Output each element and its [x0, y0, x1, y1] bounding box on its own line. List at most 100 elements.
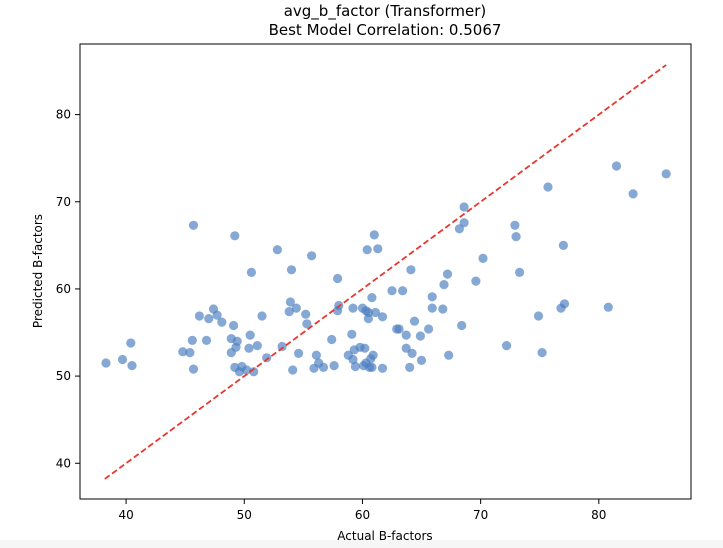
data-point	[302, 319, 312, 329]
data-point	[362, 245, 372, 255]
data-point	[291, 303, 301, 313]
data-point	[350, 361, 360, 372]
data-point	[188, 220, 199, 230]
data-point	[327, 334, 337, 345]
data-point	[347, 329, 357, 339]
data-point	[424, 324, 434, 334]
data-point	[348, 354, 358, 365]
data-point	[416, 355, 427, 365]
data-point	[230, 231, 240, 241]
data-point	[101, 358, 111, 368]
data-point	[537, 348, 547, 358]
data-point	[204, 314, 214, 324]
data-point	[367, 293, 377, 303]
data-point	[459, 202, 469, 212]
data-point	[367, 362, 377, 372]
data-point	[288, 365, 298, 375]
data-point	[318, 362, 329, 372]
data-point	[444, 350, 454, 360]
data-point	[245, 330, 255, 340]
data-point	[442, 269, 453, 279]
data-point	[363, 314, 373, 324]
data-point	[387, 286, 397, 296]
data-point	[242, 365, 252, 375]
data-point	[398, 286, 408, 296]
data-point	[232, 336, 242, 346]
data-point	[369, 230, 379, 240]
data-point	[533, 311, 544, 321]
data-point	[478, 253, 488, 263]
y-tick-label: 80	[56, 108, 71, 122]
y-tick-label: 70	[56, 195, 71, 209]
reference-line-layer	[104, 64, 667, 480]
x-axis-label: Actual B-factors	[337, 529, 432, 540]
data-point	[285, 297, 295, 307]
data-point	[401, 343, 411, 353]
data-point	[178, 347, 188, 357]
data-point	[249, 367, 259, 377]
data-point	[311, 350, 321, 360]
data-point	[611, 161, 622, 171]
data-point	[244, 343, 254, 353]
y-tick-label: 50	[56, 369, 71, 383]
reference-line	[104, 64, 667, 480]
data-point	[117, 354, 128, 365]
ticks-layer: 40 50 60 70 80 40 50 60 70 80	[56, 108, 607, 522]
data-point	[543, 182, 553, 192]
data-point	[661, 169, 671, 179]
data-point	[415, 331, 425, 341]
data-point	[377, 363, 388, 373]
data-point	[407, 348, 417, 358]
data-point	[558, 240, 569, 250]
data-point	[201, 335, 212, 345]
data-point	[194, 311, 204, 321]
data-point	[373, 244, 383, 254]
data-point	[185, 348, 195, 358]
data-point	[401, 330, 411, 340]
data-point	[188, 364, 199, 374]
y-tick-label: 40	[56, 456, 71, 470]
data-point	[394, 324, 404, 334]
chart-subtitle: Best Model Correlation: 0.5067	[269, 21, 502, 39]
data-point	[409, 316, 420, 326]
data-point	[427, 303, 437, 313]
data-point	[511, 232, 521, 242]
data-point	[360, 343, 370, 353]
data-point	[187, 335, 197, 345]
points-layer	[101, 161, 671, 377]
data-point	[229, 320, 239, 331]
y-tick-label: 60	[56, 282, 71, 296]
x-tick-label: 80	[591, 508, 606, 522]
data-point	[368, 350, 378, 360]
data-point	[348, 303, 358, 313]
data-point	[438, 304, 448, 314]
data-point	[252, 341, 262, 351]
data-point	[284, 307, 294, 317]
data-point	[127, 361, 137, 371]
plot-frame	[79, 43, 692, 500]
data-point	[502, 341, 512, 351]
data-point	[286, 265, 297, 275]
data-point	[262, 353, 272, 363]
data-point	[515, 267, 525, 277]
data-point	[301, 309, 311, 319]
data-point	[457, 320, 467, 331]
data-point	[510, 220, 520, 230]
data-point	[333, 273, 343, 284]
data-point	[370, 307, 381, 318]
data-point	[559, 299, 570, 309]
data-point	[439, 280, 449, 290]
data-point	[212, 310, 222, 320]
data-point	[294, 348, 304, 358]
data-point	[307, 251, 317, 261]
data-point	[405, 362, 415, 372]
chart-title: avg_b_factor (Transformer)	[284, 2, 487, 21]
data-point	[603, 302, 613, 312]
data-point	[272, 245, 282, 255]
bottom-strip	[0, 540, 723, 548]
data-point	[246, 267, 256, 277]
data-point	[257, 311, 267, 321]
data-point	[329, 361, 339, 371]
x-tick-label: 40	[118, 508, 133, 522]
